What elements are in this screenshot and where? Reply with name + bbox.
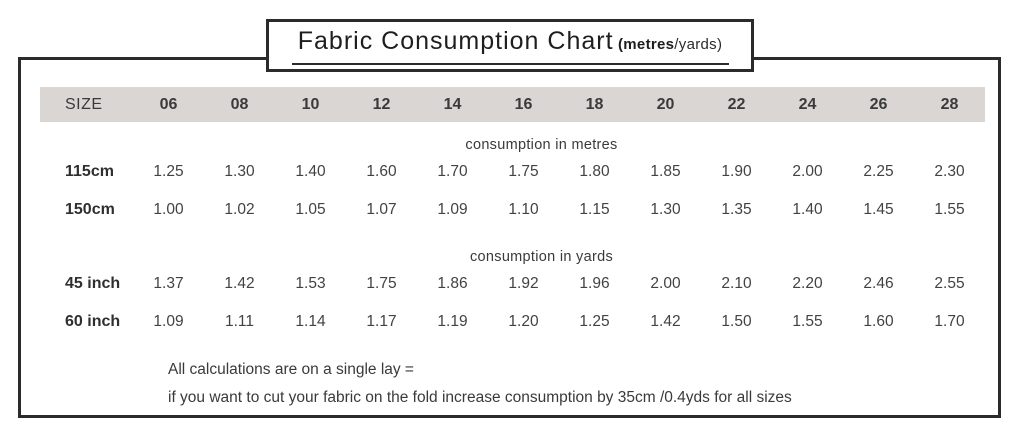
- value-cell: 1.37: [153, 275, 184, 292]
- value-cell: 1.07: [366, 201, 397, 218]
- size-column-header: 26: [869, 95, 888, 113]
- size-column-header: 22: [727, 95, 746, 113]
- footnote-line-2: if you want to cut your fabric on the fo…: [168, 389, 792, 406]
- value-cell: 2.00: [650, 275, 681, 292]
- value-cell: 2.10: [721, 275, 752, 292]
- value-cell: 1.75: [508, 163, 539, 180]
- title-underline: [291, 63, 729, 65]
- value-cell: 1.90: [721, 163, 752, 180]
- value-cell: 1.40: [792, 201, 823, 218]
- size-column-header: 18: [585, 95, 604, 113]
- value-cell: 1.70: [934, 313, 965, 330]
- value-cell: 1.60: [863, 313, 894, 330]
- size-column-header: 08: [230, 95, 249, 113]
- value-cell: 1.70: [437, 163, 468, 180]
- value-cell: 1.05: [295, 201, 326, 218]
- value-cell: 2.20: [792, 275, 823, 292]
- value-cell: 1.14: [295, 313, 326, 330]
- value-cell: 1.75: [366, 275, 397, 292]
- table-header-row: SIZE 06 08 10 12 14 16 18 20 22 24 26 28: [40, 87, 985, 122]
- value-cell: 1.02: [224, 201, 255, 218]
- table-body: consumption in metres 115cm 1.25 1.30 1.40 1.…: [21, 136, 998, 332]
- value-cell: 1.85: [650, 163, 681, 180]
- footnote-line-1: All calculations are on a single lay =: [168, 361, 414, 378]
- page-title: Fabric Consumption Chart (metres/yards): [298, 27, 723, 59]
- row-label: 45 inch: [65, 275, 121, 292]
- size-column-header: 16: [514, 95, 533, 113]
- row-label: 150cm: [65, 201, 115, 218]
- size-column-header: 06: [159, 95, 178, 113]
- value-cell: 2.46: [863, 275, 894, 292]
- table-row: 150cm 1.00 1.02 1.05 1.07 1.09 1.10 1.15 1.30 1.3…: [40, 200, 985, 220]
- value-cell: 1.80: [579, 163, 610, 180]
- value-cell: 1.45: [863, 201, 894, 218]
- value-cell: 1.40: [295, 163, 326, 180]
- size-column-header: 20: [656, 95, 675, 113]
- row-label: 115cm: [65, 163, 114, 180]
- value-cell: 1.96: [579, 275, 610, 292]
- value-cell: 1.60: [366, 163, 397, 180]
- value-cell: 1.17: [366, 313, 397, 330]
- size-column-header: 12: [372, 95, 391, 113]
- value-cell: 1.25: [153, 163, 184, 180]
- value-cell: 1.09: [153, 313, 184, 330]
- size-column-header: 14: [443, 95, 462, 113]
- title-box: Fabric Consumption Chart (metres/yards): [266, 19, 754, 72]
- value-cell: 1.19: [437, 313, 468, 330]
- chart-border-box: SIZE 06 08 10 12 14 16 18 20 22 24 26 28 consumptio…: [18, 57, 1001, 418]
- value-cell: 2.25: [863, 163, 894, 180]
- value-cell: 1.42: [650, 313, 681, 330]
- value-cell: 1.15: [579, 201, 610, 218]
- table-row: 115cm 1.25 1.30 1.40 1.60 1.70 1.75 1.80 1.85 1.9…: [40, 162, 985, 182]
- value-cell: 1.25: [579, 313, 610, 330]
- value-cell: 2.30: [934, 163, 965, 180]
- value-cell: 1.53: [295, 275, 326, 292]
- value-cell: 2.55: [934, 275, 965, 292]
- value-cell: 1.20: [508, 313, 539, 330]
- value-cell: 1.42: [224, 275, 255, 292]
- value-cell: 1.10: [508, 201, 539, 218]
- value-cell: 1.30: [224, 163, 255, 180]
- value-cell: 1.92: [508, 275, 539, 292]
- size-column-header: 10: [301, 95, 320, 113]
- value-cell: 1.09: [437, 201, 468, 218]
- value-cell: 1.55: [792, 313, 823, 330]
- value-cell: 1.86: [437, 275, 468, 292]
- size-header: SIZE: [65, 95, 103, 113]
- table-row: 60 inch 1.09 1.11 1.14 1.17 1.19 1.20 1.25 1.42 1…: [40, 312, 985, 332]
- chart-title: Fabric Consumption Chart: [297, 27, 614, 55]
- footnote: All calculations are on a single lay = i…: [168, 356, 998, 412]
- chart-title-units-yards: /yards): [674, 36, 723, 53]
- row-label: 60 inch: [65, 313, 121, 330]
- size-column-header: 28: [940, 95, 959, 113]
- value-cell: 2.00: [792, 163, 823, 180]
- size-column-header: 24: [798, 95, 817, 113]
- chart-title-units-metres: (metres: [618, 36, 675, 53]
- value-cell: 1.11: [224, 313, 255, 330]
- value-cell: 1.35: [721, 201, 752, 218]
- value-cell: 1.50: [721, 313, 752, 330]
- section-label: consumption in yards: [469, 249, 613, 265]
- value-cell: 1.00: [153, 201, 184, 218]
- table-row: 45 inch 1.37 1.42 1.53 1.75 1.86 1.92 1.96 2.00 2…: [40, 274, 985, 294]
- section-label: consumption in metres: [465, 137, 618, 153]
- value-cell: 1.30: [650, 201, 681, 218]
- value-cell: 1.55: [934, 201, 965, 218]
